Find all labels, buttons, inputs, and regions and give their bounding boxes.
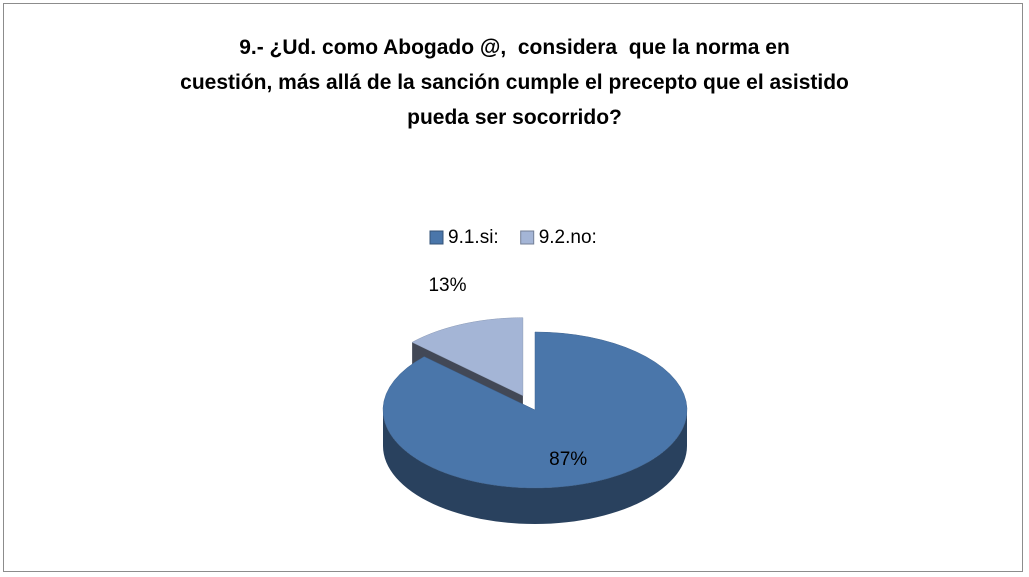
legend-label: 9.2.no: [539,227,597,248]
legend-swatch [429,230,444,245]
pie-slice [411,317,524,397]
legend-label: 9.1.si: [448,227,499,248]
legend-swatch [520,230,535,245]
data-label: 13% [428,275,466,296]
data-label: 87% [549,449,587,470]
chart-title: 9.- ¿Ud. como Abogado @, considera que l… [180,36,849,129]
slice-side [383,410,687,524]
chart-frame [3,3,1023,572]
pie-slice [382,331,688,489]
